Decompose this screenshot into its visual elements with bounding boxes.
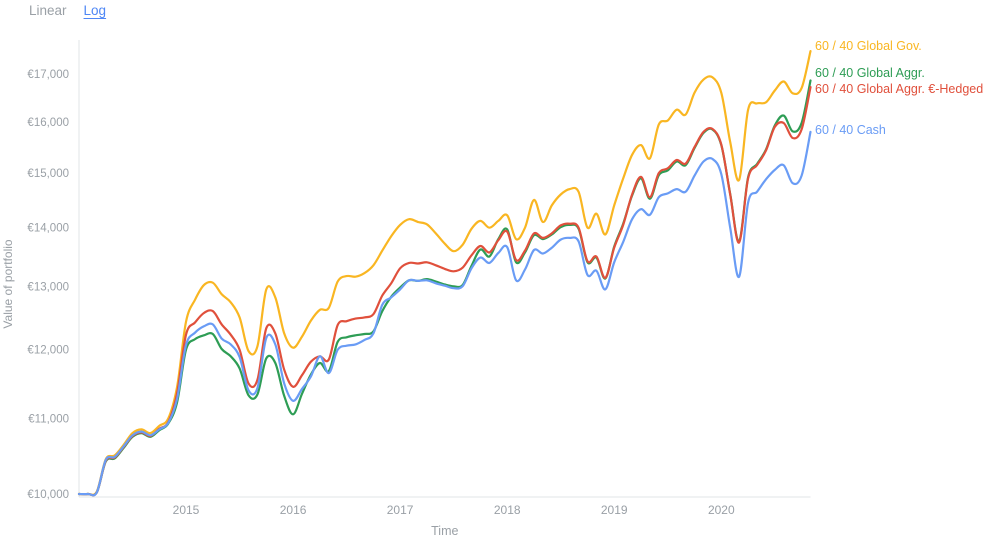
x-tick-label-2019: 2019 [601, 503, 628, 517]
y-tick-label-17000: €17,000 [27, 69, 69, 81]
scale-log-option[interactable]: Log [83, 3, 107, 18]
series-line-cash[interactable] [77, 130, 812, 497]
y-tick-label-10000: €10,000 [27, 489, 69, 501]
y-tick-label-14000: €14,000 [27, 223, 69, 235]
scale-linear-option[interactable]: Linear [29, 3, 67, 18]
y-tick-label-15000: €15,000 [27, 168, 69, 180]
y-tick-label-13000: €13,000 [27, 281, 69, 293]
y-tick-label-12000: €12,000 [27, 345, 69, 357]
y-tick-label-16000: €16,000 [27, 117, 69, 129]
legend-label-aggr: 60 / 40 Global Aggr. [815, 66, 925, 80]
legend-label-hedged: 60 / 40 Global Aggr. €-Hedged [815, 82, 983, 96]
series-line-hedged[interactable] [77, 86, 812, 497]
x-axis-title: Time [431, 524, 458, 538]
x-tick-label-2020: 2020 [708, 503, 735, 517]
x-tick-label-2017: 2017 [387, 503, 414, 517]
series-line-aggr[interactable] [77, 79, 812, 497]
legend-label-gov: 60 / 40 Global Gov. [815, 39, 922, 53]
y-tick-label-11000: €11,000 [28, 414, 69, 426]
x-tick-label-2015: 2015 [173, 503, 200, 517]
y-axis-title: Value of portfolio [1, 239, 15, 328]
legend-label-cash: 60 / 40 Cash [815, 123, 886, 137]
scale-toggle: Linear Log [29, 3, 106, 18]
x-tick-label-2016: 2016 [280, 503, 307, 517]
x-tick-label-2018: 2018 [494, 503, 521, 517]
series-line-gov[interactable] [77, 50, 812, 496]
